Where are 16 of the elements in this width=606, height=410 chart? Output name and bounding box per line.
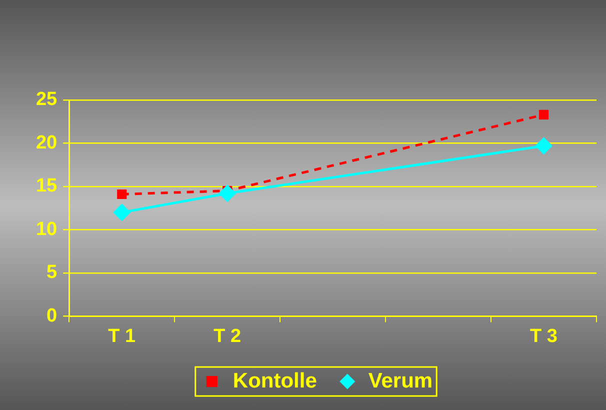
x-tick-label: T 1 bbox=[108, 326, 136, 347]
legend-label: Verum bbox=[368, 369, 433, 392]
point bbox=[117, 189, 127, 200]
x-tick-label: T 2 bbox=[214, 326, 242, 347]
y-tick-label: 0 bbox=[46, 305, 58, 326]
y-tick-label: 20 bbox=[36, 132, 58, 154]
y-tick-label: 5 bbox=[46, 262, 58, 284]
legend-label: Kontolle bbox=[232, 369, 317, 392]
y-tick-label: 15 bbox=[36, 176, 58, 197]
y-tick-label: 10 bbox=[36, 218, 58, 240]
point bbox=[538, 110, 549, 120]
point bbox=[219, 185, 236, 202]
y-tick-label: 25 bbox=[36, 89, 58, 110]
point bbox=[114, 204, 130, 221]
x-tick-label: T 3 bbox=[530, 326, 558, 347]
point bbox=[536, 138, 552, 154]
